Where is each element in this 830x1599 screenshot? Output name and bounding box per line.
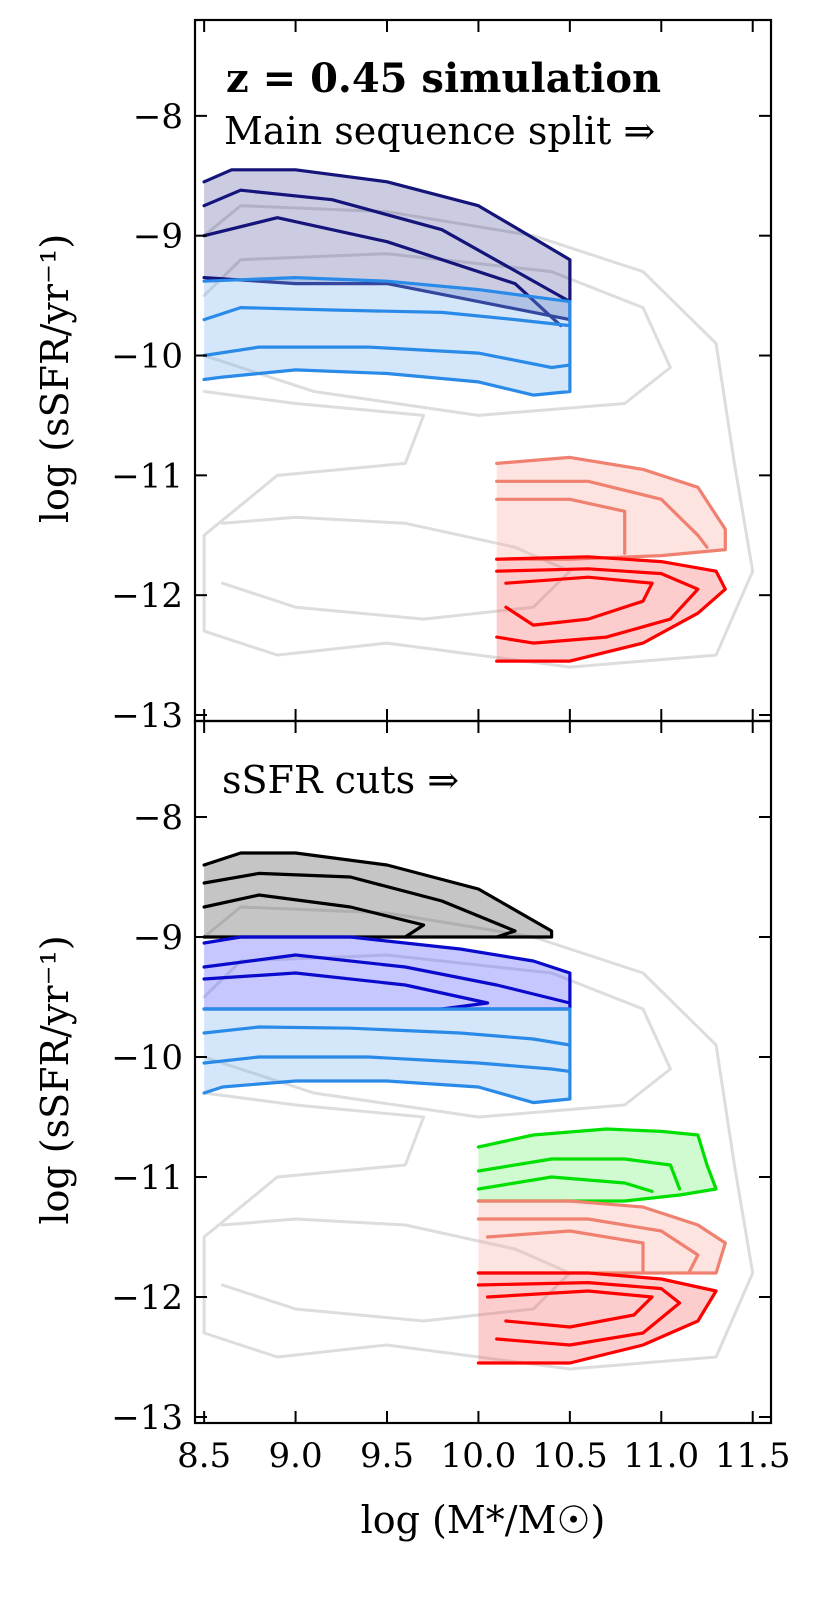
contour-line-main-sequence-lower-0 (202, 276, 572, 397)
x-tick-label: 9.5 (360, 1436, 414, 1476)
frame-bottom (193, 719, 773, 1425)
y-tick-label: −13 (111, 1398, 183, 1438)
contour-fill-quenched-lower (496, 556, 726, 662)
contour-line-quenched-lower-2 (504, 575, 654, 627)
y-tick-label: −8 (133, 97, 183, 137)
contour-line-main-sequence-upper-1 (202, 188, 572, 304)
contour-fill-quenched-lower (478, 1273, 717, 1363)
contour-set-main-sequence-lower (202, 276, 572, 397)
contour-line-green-valley-0 (476, 1127, 718, 1203)
contour-line-high-ssfr-2 (202, 971, 490, 1011)
contour-line-quenched-lower-0 (495, 555, 727, 663)
y-tick-label: −10 (111, 1038, 183, 1078)
yticks-bottom: −8 −9 −10 −11 −12 −13 (111, 798, 771, 1438)
contour-line-high-ssfr-1 (202, 953, 572, 1005)
xticks-bottom: 8.5 9.0 9.5 10.0 10.5 11.0 11.5 (177, 721, 791, 1476)
contour-set-highest-ssfr (202, 851, 554, 939)
contour-line-green-valley-1 (476, 1157, 682, 1191)
contour-line-highest-ssfr-0 (202, 851, 554, 939)
contour-line-quenched-upper-2 (486, 1229, 645, 1275)
contours-bottom (202, 851, 755, 1371)
contour-set-quenched-upper (476, 1199, 727, 1275)
contour-line-main-sequence-upper-0 (202, 168, 572, 322)
panel-top: −8 −9 −10 −11 −12 −13 log (sSFR/yr⁻¹) z = 0.4… (33, 18, 773, 736)
contour-line-quenched-lower-2 (486, 1289, 654, 1329)
panel-bottom: −8 −9 −10 −11 −12 −13 8.5 9.0 9.5 10.0 10.5 11.0 11… (33, 719, 791, 1476)
contour-fill-high-ssfr (204, 937, 570, 1009)
y-tick-label: −11 (111, 456, 183, 496)
contour-line-highest-ssfr-2 (202, 893, 426, 939)
x-tick-label: 11.5 (715, 1436, 791, 1476)
contour-line-main-sequence-2 (202, 1055, 572, 1073)
contour-set-background (202, 204, 755, 669)
contour-line-quenched-upper-0 (476, 1199, 727, 1275)
y-axis-label-top: log (sSFR/yr⁻¹) (33, 234, 77, 523)
x-axis-label: log (M*/M☉) (361, 1498, 606, 1542)
contour-line-quenched-lower-0 (476, 1271, 718, 1365)
contour-set-main-sequence-upper (202, 168, 572, 328)
contour-line-green-valley-2 (476, 1175, 654, 1193)
y-tick-label: −8 (133, 798, 183, 838)
contour-line-main-sequence-lower-2 (202, 345, 572, 370)
contour-line-quenched-lower-1 (476, 1281, 682, 1347)
contour-line-quenched-upper-1 (476, 1217, 700, 1275)
contour-set-quenched-lower (495, 555, 727, 663)
contour-line-quenched-lower-1 (495, 567, 700, 645)
contour-line-main-sequence-0 (202, 1007, 572, 1105)
y-tick-label: −10 (111, 337, 183, 377)
contour-line-main-sequence-1 (202, 1025, 572, 1047)
x-tick-label: 8.5 (177, 1436, 231, 1476)
y-tick-label: −13 (111, 696, 183, 736)
contour-line-background-2 (220, 515, 572, 621)
contour-line-quenched-upper-2 (495, 497, 627, 555)
y-tick-label: −9 (133, 217, 183, 257)
contour-line-quenched-upper-1 (495, 479, 709, 549)
contour-line-highest-ssfr-1 (202, 871, 517, 939)
x-tick-label: 10.5 (532, 1436, 608, 1476)
annotation-main-sequence-split: Main sequence split ⇒ (224, 109, 655, 153)
contours-top (202, 168, 755, 669)
contour-set-main-sequence (202, 1007, 572, 1105)
contour-set-green-valley (476, 1127, 718, 1203)
contour-fill-main-sequence (204, 1009, 570, 1103)
contour-set-quenched-upper (495, 455, 727, 561)
annotation-title: z = 0.45 simulation (226, 55, 661, 102)
contour-fill-main-sequence-lower (204, 277, 570, 396)
annotation-ssfr-cuts: sSFR cuts ⇒ (222, 758, 459, 802)
contour-line-background-0 (202, 204, 755, 669)
contour-set-high-ssfr (202, 935, 572, 1011)
x-tick-label: 11.0 (623, 1436, 699, 1476)
contour-line-main-sequence-lower-1 (202, 306, 572, 328)
y-tick-label: −11 (111, 1158, 183, 1198)
y-tick-label: −12 (111, 1278, 183, 1318)
contour-set-quenched-lower (476, 1271, 718, 1365)
contour-line-background-1 (202, 252, 672, 417)
xticks-top (203, 20, 754, 721)
x-tick-label: 10.0 (441, 1436, 517, 1476)
contour-fill-green-valley (478, 1129, 717, 1201)
yticks-top: −8 −9 −10 −11 −12 −13 (111, 97, 771, 736)
y-tick-label: −12 (111, 576, 183, 616)
y-tick-label: −9 (133, 918, 183, 958)
y-axis-label-bottom: log (sSFR/yr⁻¹) (33, 935, 77, 1224)
x-tick-label: 9.0 (269, 1436, 323, 1476)
